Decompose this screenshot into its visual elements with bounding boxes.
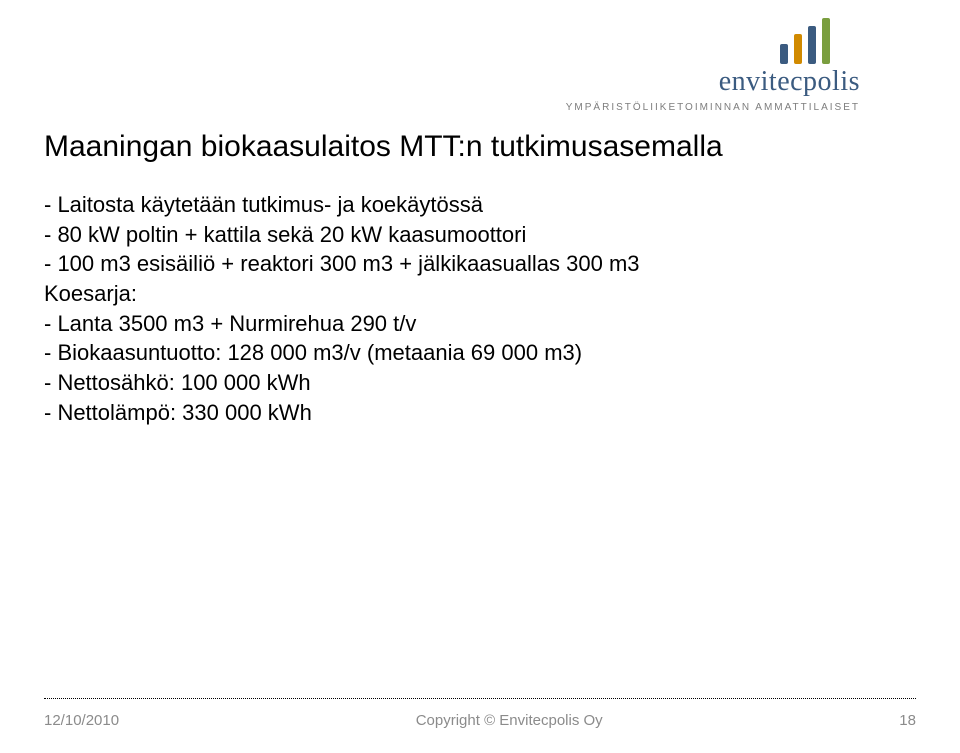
logo-bar-4 [822,18,830,64]
footer-date: 12/10/2010 [44,712,119,729]
logo-bar-2 [794,34,802,64]
logo-bar-3 [808,26,816,64]
logo-bar-1 [780,44,788,64]
body-line: - 80 kW poltin + kattila sekä 20 kW kaas… [44,220,640,250]
body-line: - Laitosta käytetään tutkimus- ja koekäy… [44,190,640,220]
logo-tagline: YMPÄRISTÖLIIKETOIMINNAN AMMATTILAISET [566,102,860,113]
footer-divider [44,698,916,699]
footer: 12/10/2010 Copyright © Envitecpolis Oy 1… [44,712,916,729]
body-line: - 100 m3 esisäiliö + reaktori 300 m3 + j… [44,249,640,279]
logo-name: envitecpolis [566,66,860,98]
body-line: - Nettolämpö: 330 000 kWh [44,398,640,428]
footer-page-number: 18 [899,712,916,729]
slide: envitecpolis YMPÄRISTÖLIIKETOIMINNAN AMM… [0,0,960,753]
logo: envitecpolis YMPÄRISTÖLIIKETOIMINNAN AMM… [566,18,860,113]
logo-bars [566,18,860,64]
slide-body: - Laitosta käytetään tutkimus- ja koekäy… [44,190,640,428]
body-line: - Lanta 3500 m3 + Nurmirehua 290 t/v [44,309,640,339]
footer-copyright: Copyright © Envitecpolis Oy [416,712,603,729]
body-subheading: Koesarja: [44,279,640,309]
body-line: - Nettosähkö: 100 000 kWh [44,368,640,398]
slide-title: Maaningan biokaasulaitos MTT:n tutkimusa… [44,130,723,164]
body-line: - Biokaasuntuotto: 128 000 m3/v (metaani… [44,338,640,368]
